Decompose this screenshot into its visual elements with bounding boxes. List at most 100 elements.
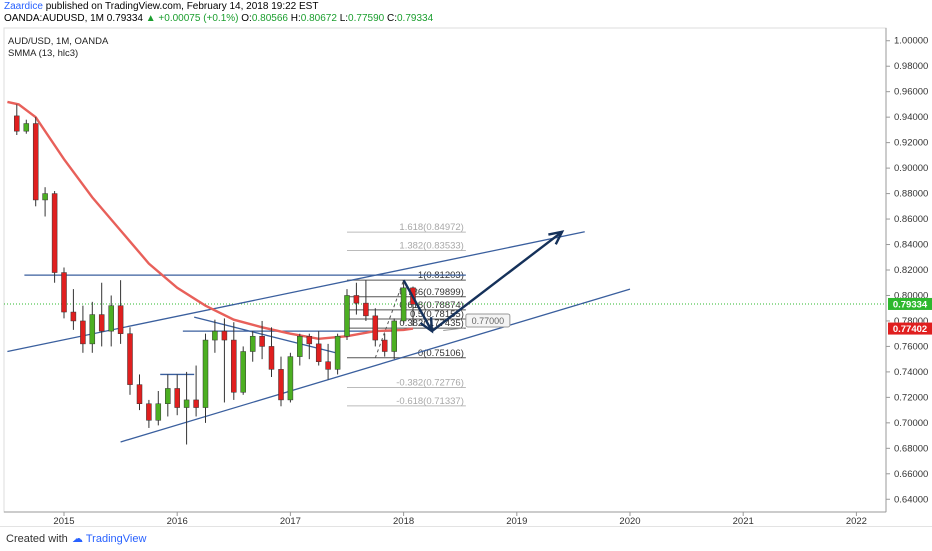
y-tick-label: 0.88000 <box>894 189 928 200</box>
y-tick-label: 0.86000 <box>894 214 928 225</box>
candle-down <box>306 335 313 345</box>
y-tick-label: 0.96000 <box>894 87 928 98</box>
tradingview-brand: TradingView <box>85 533 147 545</box>
y-tick-label: 0.74000 <box>894 367 928 378</box>
y-tick-label: 0.98000 <box>894 61 928 72</box>
footer: Created with ☁ TradingView <box>0 526 932 551</box>
publish-line: Zaardice published on TradingView.com, F… <box>4 1 318 12</box>
candle-up <box>334 335 341 370</box>
candle-down <box>32 123 39 201</box>
current-price-badge-label: 0.79334 <box>893 299 928 310</box>
fib-level-label: 0.618(0.78874) <box>399 300 463 311</box>
open-value: 0.80566 <box>251 13 288 24</box>
y-tick-label: 0.76000 <box>894 341 928 352</box>
created-with-text: Created with <box>6 533 68 545</box>
trendline <box>194 316 336 354</box>
x-tick-label: 2015 <box>53 516 74 526</box>
projection-arrow-line <box>402 279 433 332</box>
author-link[interactable]: Zaardice <box>4 1 43 12</box>
candle-up <box>249 335 256 352</box>
candle-up <box>42 193 48 201</box>
y-tick-label: 0.66000 <box>894 469 928 480</box>
candle-down <box>353 295 360 304</box>
candle-down <box>278 369 284 401</box>
y-tick-label: 0.68000 <box>894 443 928 454</box>
candle-down <box>381 339 388 352</box>
candle-down <box>325 361 331 370</box>
candle-down <box>117 305 124 334</box>
candle-up <box>344 295 350 337</box>
y-tick-label: 1.00000 <box>894 36 928 47</box>
annotation-box <box>465 313 511 328</box>
fib-level-label: 1.382(0.83533) <box>399 240 463 251</box>
projection-arrow-line <box>431 230 563 333</box>
candle-down <box>221 330 228 341</box>
low-label: L: <box>339 13 349 24</box>
candle-down <box>14 115 20 132</box>
x-tick-label: 2017 <box>280 516 301 526</box>
y-tick-label: 0.84000 <box>894 240 928 251</box>
candle-up <box>183 399 190 408</box>
last-price: 0.79334 <box>106 13 143 24</box>
x-tick-label: 2021 <box>733 516 754 526</box>
y-tick-label: 0.82000 <box>894 265 928 276</box>
candle-up <box>108 305 114 332</box>
candle-down <box>259 335 265 347</box>
candle-up <box>155 403 162 421</box>
price-chart[interactable]: 1.00000 0.98000 0.96000 0.94000 0.92000 0.900… <box>0 0 932 526</box>
close-label: C: <box>386 13 397 24</box>
smma-price-badge-label: 0.77402 <box>893 324 927 335</box>
x-tick-label: 2016 <box>167 516 188 526</box>
change-value: +0.00075 (+0.1%) <box>158 13 239 24</box>
fib-level-label: -0.382(0.72776) <box>396 377 464 388</box>
candle-down <box>51 193 58 273</box>
fib-level-label: -0.618(0.71337) <box>396 396 464 407</box>
y-tick-label: 0.64000 <box>894 494 928 505</box>
annotation-text: 0.77000 <box>472 316 505 326</box>
open-label: O: <box>241 13 252 24</box>
fib-diagonal <box>374 280 405 359</box>
chart-header: Zaardice published on TradingView.com, F… <box>0 0 932 24</box>
high-value: 0.80672 <box>300 13 337 24</box>
candle-up <box>297 335 303 357</box>
tradingview-cloud-icon: ☁ <box>72 533 83 545</box>
close-value: 0.79334 <box>396 13 434 24</box>
candle-down <box>80 320 86 345</box>
candle-down <box>174 388 180 408</box>
fib-level-label: 1.618(0.84972) <box>399 222 463 233</box>
candle-down <box>268 346 275 370</box>
candle-down <box>136 384 143 404</box>
published-text: published on TradingView.com, February 1… <box>45 1 319 12</box>
candle-up <box>202 339 209 408</box>
candle-down <box>372 315 379 341</box>
y-tick-label: 0.90000 <box>894 163 928 174</box>
candle-down <box>61 272 67 313</box>
candle-down <box>98 314 105 332</box>
candle-up <box>212 330 218 341</box>
legend-indicator[interactable]: SMMA (13, hlc3) <box>8 48 79 59</box>
fib-level-label: 0(0.75106) <box>418 348 464 359</box>
symbol-text: OANDA:AUDUSD, 1M <box>4 13 105 24</box>
candle-up <box>165 388 171 404</box>
candle-up <box>400 287 407 322</box>
candle-down <box>70 311 77 322</box>
tradingview-logo[interactable]: ☁ TradingView <box>72 532 146 545</box>
candle-down <box>127 333 133 385</box>
y-tick-label: 0.72000 <box>894 392 928 403</box>
ohlc-line: OANDA:AUDUSD, 1M 0.79334 ▲ +0.00075 (+0.… <box>4 13 433 24</box>
fib-level-label: 0.786(0.79899) <box>399 287 463 298</box>
candle-down <box>231 339 237 393</box>
y-tick-label: 0.92000 <box>894 138 928 149</box>
smma-line <box>7 100 414 341</box>
candle-down <box>146 403 152 421</box>
smma-price-badge-box <box>888 322 932 335</box>
legend-symbol: AUD/USD, 1M, OANDA <box>8 36 109 47</box>
candle-up <box>89 314 96 345</box>
candle-up <box>23 123 30 132</box>
candle-up <box>287 356 294 401</box>
x-tick-label: 2020 <box>619 516 640 526</box>
current-price-badge-box <box>888 297 932 310</box>
projection-arrowhead <box>548 230 565 245</box>
high-label: H: <box>290 13 301 24</box>
y-tick-label: 0.94000 <box>894 112 928 123</box>
